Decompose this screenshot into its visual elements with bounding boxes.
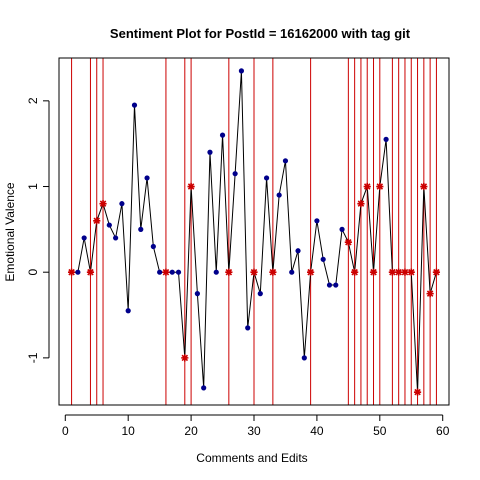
edit-point	[250, 268, 258, 276]
comment-point	[383, 136, 389, 142]
comment-point	[157, 269, 163, 275]
y-tick-label: 0	[26, 269, 40, 276]
x-tick-label: 50	[373, 424, 387, 438]
x-tick-label: 0	[62, 424, 69, 438]
edit-point	[363, 182, 371, 191]
comment-point	[175, 269, 182, 275]
comment-point	[333, 282, 339, 288]
comment-point	[263, 175, 270, 181]
comment-point	[119, 201, 125, 207]
edit-point	[93, 217, 101, 225]
edit-point	[344, 238, 352, 246]
comment-point	[138, 226, 144, 232]
comment-point	[219, 132, 226, 138]
edit-point	[420, 182, 428, 191]
plot-frame	[58, 57, 450, 406]
edit-point	[187, 182, 195, 191]
comment-point	[295, 248, 301, 254]
comment-point	[150, 243, 156, 250]
x-tick-label: 20	[184, 424, 198, 438]
y-axis-label: Emotional Valence	[3, 182, 17, 281]
edit-point	[388, 268, 396, 276]
edit-point	[369, 268, 378, 276]
comment-point	[194, 291, 200, 297]
edit-point	[376, 182, 384, 191]
comment-point	[201, 385, 207, 391]
edit-point	[225, 268, 233, 276]
x-tick-label: 10	[122, 424, 136, 438]
comment-point	[144, 175, 150, 181]
edit-point	[395, 268, 403, 276]
comment-point	[213, 269, 219, 275]
x-axis-label: Comments and Edits	[196, 451, 307, 465]
chart-title: Sentiment Plot for PostId = 16162000 wit…	[110, 26, 411, 41]
comment-point	[276, 192, 282, 198]
edit-point	[432, 268, 441, 276]
comment-point	[125, 308, 131, 314]
edit-point	[99, 200, 107, 208]
edit-point	[401, 268, 409, 276]
comment-point	[207, 149, 213, 155]
comment-point	[314, 218, 320, 224]
edit-point	[351, 268, 359, 276]
comment-point	[232, 171, 238, 177]
comment-point	[257, 291, 263, 297]
comment-point	[106, 222, 112, 228]
comment-point	[75, 269, 81, 275]
edit-point	[86, 268, 95, 276]
x-tick-label: 60	[436, 424, 450, 438]
edit-point	[426, 290, 434, 298]
comment-point	[301, 355, 307, 361]
y-tick-label: 2	[26, 97, 40, 104]
y-tick-label: -1	[26, 352, 40, 363]
edit-point	[67, 268, 76, 276]
plot-area: 0 10 20 30 40 50 60 -1 0 1 2	[26, 57, 450, 438]
comment-point	[113, 235, 119, 241]
y-tick-label: 1	[26, 183, 40, 190]
edit-point	[307, 268, 315, 276]
comment-point	[245, 325, 251, 331]
edit-point	[357, 200, 365, 208]
comment-point	[169, 269, 175, 275]
edit-point	[413, 388, 422, 396]
comment-point	[320, 256, 326, 262]
comment-point	[339, 226, 345, 232]
edit-point	[181, 354, 189, 362]
x-tick-label: 40	[310, 424, 324, 438]
comment-point	[282, 158, 289, 164]
edit-point	[162, 268, 170, 276]
edit-point	[269, 268, 277, 276]
comment-point	[81, 235, 87, 241]
comment-point	[326, 282, 333, 288]
comment-point	[238, 68, 245, 74]
edit-point	[407, 268, 415, 276]
comment-point	[289, 269, 295, 275]
x-tick-label: 30	[247, 424, 261, 438]
comment-point	[131, 102, 138, 108]
